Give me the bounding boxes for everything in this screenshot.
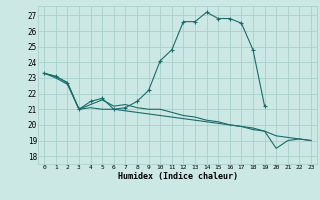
X-axis label: Humidex (Indice chaleur): Humidex (Indice chaleur) [118, 172, 238, 181]
